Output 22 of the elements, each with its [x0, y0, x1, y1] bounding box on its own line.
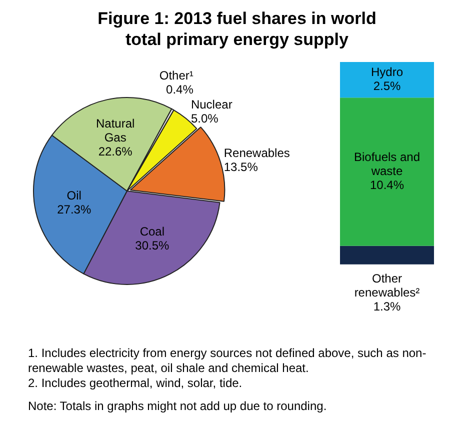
slice-label: Renewables [224, 146, 290, 160]
data-label: 13.5% [224, 160, 258, 174]
slice-label: Other¹ [159, 68, 194, 83]
series-label: Hydro [370, 65, 404, 80]
series-label: Biofuels and waste [354, 150, 420, 178]
slice-label: Nuclear [190, 98, 232, 112]
data-label: 30.5% [135, 238, 170, 252]
data-label: 2.5% [373, 79, 401, 94]
data-label: 10.4% [370, 178, 404, 192]
data-label: 5.0% [190, 112, 219, 126]
data-label: 22.6% [98, 144, 133, 158]
data-label: 0.4% [166, 82, 194, 97]
slice-label: Oil [66, 188, 82, 202]
slice-label: Coal [140, 224, 165, 238]
text: Note: Totals in graphs might not add up due to rounding. [28, 399, 328, 414]
series-label: Other renewables² [354, 272, 420, 300]
text: 2. Includes geothermal, wind, solar, tide. [28, 376, 244, 391]
data-label: 1.3% [373, 300, 401, 314]
chart-title: Figure 1: 2013 fuel shares in world total primary energy supply [96, 8, 378, 50]
text: 1. Includes electricity from energy sources not defined above, such as non-renewable wastes, peat, oil shale and chemical heat. [28, 346, 428, 376]
data-label: 27.3% [57, 202, 92, 216]
slice-label: Natural Gas [96, 116, 135, 144]
